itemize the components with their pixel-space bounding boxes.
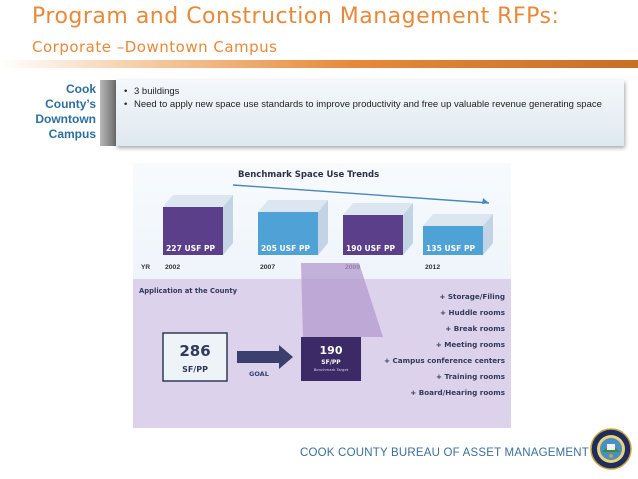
space-item: + Meeting rooms: [436, 340, 505, 349]
target-note: Benchmark Target: [314, 367, 349, 372]
side-label-line: County’s: [45, 97, 96, 111]
trend-arrow-icon: [482, 198, 489, 204]
side-label-line: Downtown: [35, 112, 96, 126]
space-item: + Storage/Filing: [439, 292, 505, 301]
county-seal-icon: [590, 428, 632, 470]
bar-top: [163, 195, 233, 207]
bar-label: 135 USF PP: [426, 244, 476, 253]
bar-side: [403, 203, 413, 255]
bar-label: 227 USF PP: [166, 244, 216, 253]
trend-line: [232, 184, 490, 204]
goal-label: GOAL: [249, 370, 269, 378]
side-label-line: Cook: [66, 82, 96, 96]
bar: [343, 215, 403, 255]
space-item: + Campus conference centers: [384, 356, 505, 365]
slide-subtitle: Corporate –Downtown Campus: [32, 38, 278, 56]
bullet-list: 3 buildings Need to apply new space use …: [116, 80, 624, 111]
application-title: Application at the County: [139, 287, 238, 295]
space-items-group: + Storage/Filing + Huddle rooms + Break ro…: [384, 292, 505, 397]
bar-label: 190 USF PP: [346, 244, 396, 253]
bar-top: [258, 200, 328, 212]
side-label-line: Campus: [48, 127, 96, 141]
title-divider: [0, 60, 638, 68]
benchmark-figure: Benchmark Space Use Trends 227 USF PP 205…: [133, 163, 511, 428]
footer-text: COOK COUNTY BUREAU OF ASSET MANAGEMENT: [300, 447, 589, 459]
space-item: + Board/Hearing rooms: [410, 388, 505, 397]
bullet-item: Need to apply new space use standards to…: [124, 99, 616, 111]
current-value-box: [162, 332, 228, 382]
bar-label: 205 USF PP: [261, 244, 311, 253]
bar: [163, 207, 223, 255]
bar-year: 2002: [165, 264, 180, 271]
bar-top: [343, 203, 413, 215]
current-unit: SF/PP: [182, 365, 208, 374]
figure-title: Benchmark Space Use Trends: [238, 170, 379, 180]
space-item: + Break rooms: [445, 324, 505, 333]
side-accent-bar: [100, 80, 116, 146]
bar-year: 2007: [260, 264, 275, 271]
bar-side: [223, 195, 233, 255]
bar: [423, 226, 483, 255]
space-item: + Training rooms: [436, 372, 505, 381]
bars-group: 227 USF PP 205 USF PP 190 USF PP 135 USF PP: [163, 195, 493, 255]
goal-arrow-icon: [237, 345, 293, 369]
current-value: 286: [179, 342, 210, 360]
space-item: + Huddle rooms: [440, 308, 505, 317]
slide-title: Program and Construction Management RFPs…: [32, 4, 560, 29]
goal-projection: [301, 263, 383, 337]
bullet-box: 3 buildings Need to apply new space use …: [116, 80, 624, 146]
target-value-box: [301, 337, 361, 381]
bullet-item: 3 buildings: [124, 86, 616, 98]
yr-label: YR: [141, 264, 150, 271]
bar-year: 2012: [425, 264, 440, 271]
bar-side: [483, 214, 493, 255]
bar-side: [318, 200, 328, 255]
side-label: Cook County’s Downtown Campus: [4, 82, 96, 142]
benchmark-graphic: Benchmark Space Use Trends 227 USF PP 205…: [133, 163, 511, 428]
target-value: 190: [320, 344, 343, 357]
bar-top: [423, 214, 493, 226]
bar: [258, 212, 318, 255]
target-unit: SF/PP: [321, 359, 341, 366]
